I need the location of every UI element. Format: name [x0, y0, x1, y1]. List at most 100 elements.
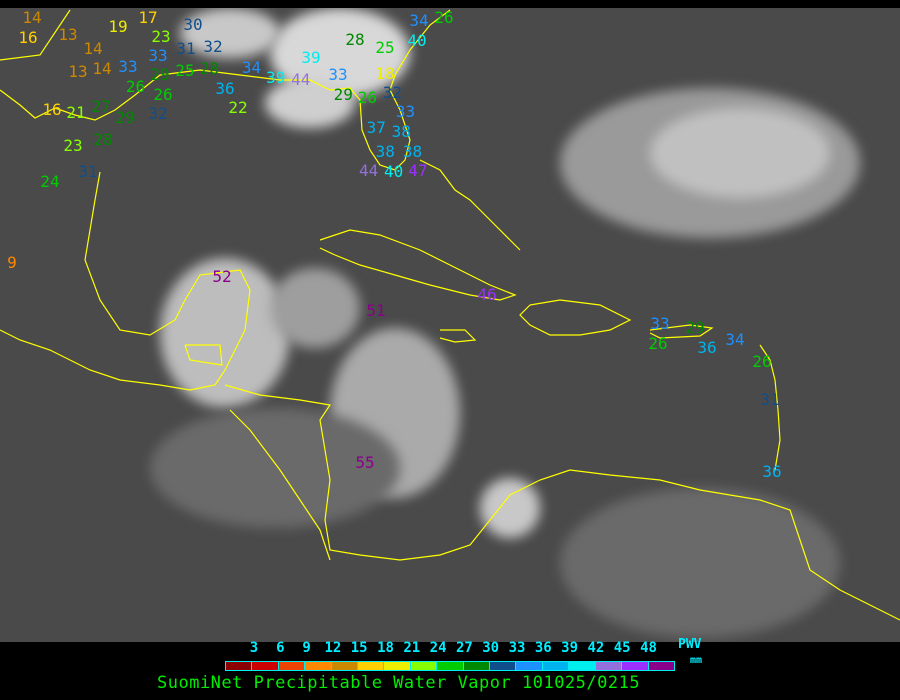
station-pwv-label: 26 — [357, 87, 378, 107]
legend-tick: 15 — [350, 640, 368, 656]
cloud — [560, 488, 840, 638]
station-pwv-label: 36 — [697, 338, 717, 357]
station-pwv-label: 31 — [760, 390, 780, 409]
legend-swatch — [463, 662, 491, 670]
legend-tick-labels: 3 6 9 12 15 18 21 24 27 30 33 36 39 42 45 48 — [228, 640, 668, 656]
station-pwv-label: 26 — [153, 84, 173, 104]
legend-tick: 3 — [249, 640, 259, 656]
legend-swatch — [331, 662, 359, 670]
coastline — [184, 344, 223, 366]
coastline — [0, 9, 71, 61]
coastline — [0, 171, 251, 391]
station-pwv-label: 28 — [345, 30, 365, 49]
station-pwv-label: 47 — [408, 160, 428, 180]
cloud — [270, 268, 360, 348]
coastline — [419, 159, 521, 251]
legend-swatch — [358, 662, 385, 670]
station-pwv-label: 26 — [434, 8, 454, 27]
cloud — [650, 108, 830, 198]
station-pwv-label: 13 — [68, 62, 88, 81]
station-pwv-label: 26 — [125, 76, 146, 96]
station-pwv-label: 36 — [215, 78, 235, 98]
station-pwv-label: 14 — [22, 8, 42, 27]
coastline-overlay — [0, 9, 900, 621]
station-pwv-label: 44 — [291, 70, 311, 89]
legend-swatch — [622, 662, 649, 670]
legend-tick: 45 — [613, 640, 631, 656]
coastline — [229, 409, 331, 561]
legend-swatch — [490, 662, 517, 670]
station-pwv-label: 40 — [384, 162, 404, 181]
station-pwv-label: 28 — [199, 59, 220, 79]
station-pwv-label: 23 — [63, 136, 83, 155]
station-pwv-label: 44 — [359, 160, 379, 180]
station-pwv-label: 31 — [78, 162, 98, 181]
legend-tick: 48 — [640, 640, 657, 656]
station-pwv-label: 14 — [92, 58, 112, 78]
legend-tick: 21 — [403, 640, 421, 656]
station-pwv-label: 51 — [366, 301, 386, 320]
station-pwv-label: 33 — [650, 314, 670, 333]
station-pwv-label: 32 — [203, 37, 223, 56]
station-pwv-label: 33 — [328, 65, 348, 84]
station-pwv-label: 52 — [212, 267, 232, 286]
legend-unit-mm: mm — [690, 655, 703, 666]
station-pwv-label: 18 — [375, 64, 395, 84]
station-pwv-label: 39 — [266, 68, 286, 87]
legend-tick: 9 — [302, 640, 311, 656]
station-pwv-label: 32 — [382, 83, 403, 103]
station-pwv-label: 24 — [40, 172, 60, 191]
station-pwv-label: 19 — [108, 17, 128, 36]
legend-swatch — [437, 662, 464, 670]
legend-swatch — [278, 662, 306, 670]
legend-swatch — [305, 662, 332, 670]
legend-color-bar — [225, 661, 675, 671]
station-pwv-label: 40 — [407, 31, 427, 50]
cloud — [480, 478, 540, 538]
station-pwv-label: 21 — [66, 103, 86, 122]
station-pwv-label: 32 — [148, 103, 168, 123]
cloud — [265, 78, 355, 128]
legend-swatch — [542, 662, 570, 670]
station-pwv-label: 16 — [18, 28, 38, 47]
station-pwv-label: 33 — [395, 102, 416, 122]
station-pwv-label: 34 — [241, 58, 262, 77]
station-pwv-label: 25 — [175, 61, 195, 81]
coastline — [319, 229, 517, 301]
station-pwv-label: 55 — [355, 453, 375, 472]
station-pwv-label: 13 — [58, 25, 78, 44]
station-pwv-label: 9 — [7, 253, 17, 272]
station-pwv-label: 37 — [366, 117, 386, 137]
legend-swatch — [410, 662, 438, 670]
station-pwv-label: 38 — [375, 141, 395, 161]
legend-tick: 30 — [482, 640, 500, 656]
coastline — [224, 384, 900, 621]
legend-tick: 33 — [508, 640, 526, 656]
coastline — [0, 9, 451, 171]
satellite-image — [0, 8, 900, 642]
legend-tick: 12 — [324, 640, 342, 656]
station-pwv-label: 38 — [402, 141, 423, 161]
legend-unit-pwv: PWV — [678, 637, 702, 652]
station-pwv-label: 26 — [752, 352, 772, 371]
legend-tick: 24 — [429, 640, 447, 656]
legend-tick: 39 — [561, 640, 579, 656]
map-caption: SuomiNet Precipitable Water Vapor 101025… — [157, 673, 641, 693]
station-pwv-label: 34 — [725, 330, 745, 349]
station-pwv-label: 22 — [228, 98, 248, 117]
station-pwv-label: 29 — [150, 65, 170, 85]
legend-tick: 36 — [534, 640, 552, 656]
station-pwv-label: 27 — [91, 97, 111, 116]
cloud — [150, 408, 400, 528]
station-pwv-label: 29 — [685, 318, 705, 337]
station-pwv-label: 26 — [648, 334, 668, 353]
station-pwv-label: 39 — [301, 48, 321, 67]
station-pwv-label: 33 — [118, 56, 138, 76]
station-pwv-label: 14 — [83, 38, 103, 58]
coastline — [759, 344, 781, 471]
coastline — [519, 299, 632, 336]
cloud — [160, 258, 290, 408]
legend-swatch — [648, 662, 674, 670]
legend-tick: 18 — [377, 640, 394, 656]
station-pwv-label: 29 — [333, 85, 353, 104]
